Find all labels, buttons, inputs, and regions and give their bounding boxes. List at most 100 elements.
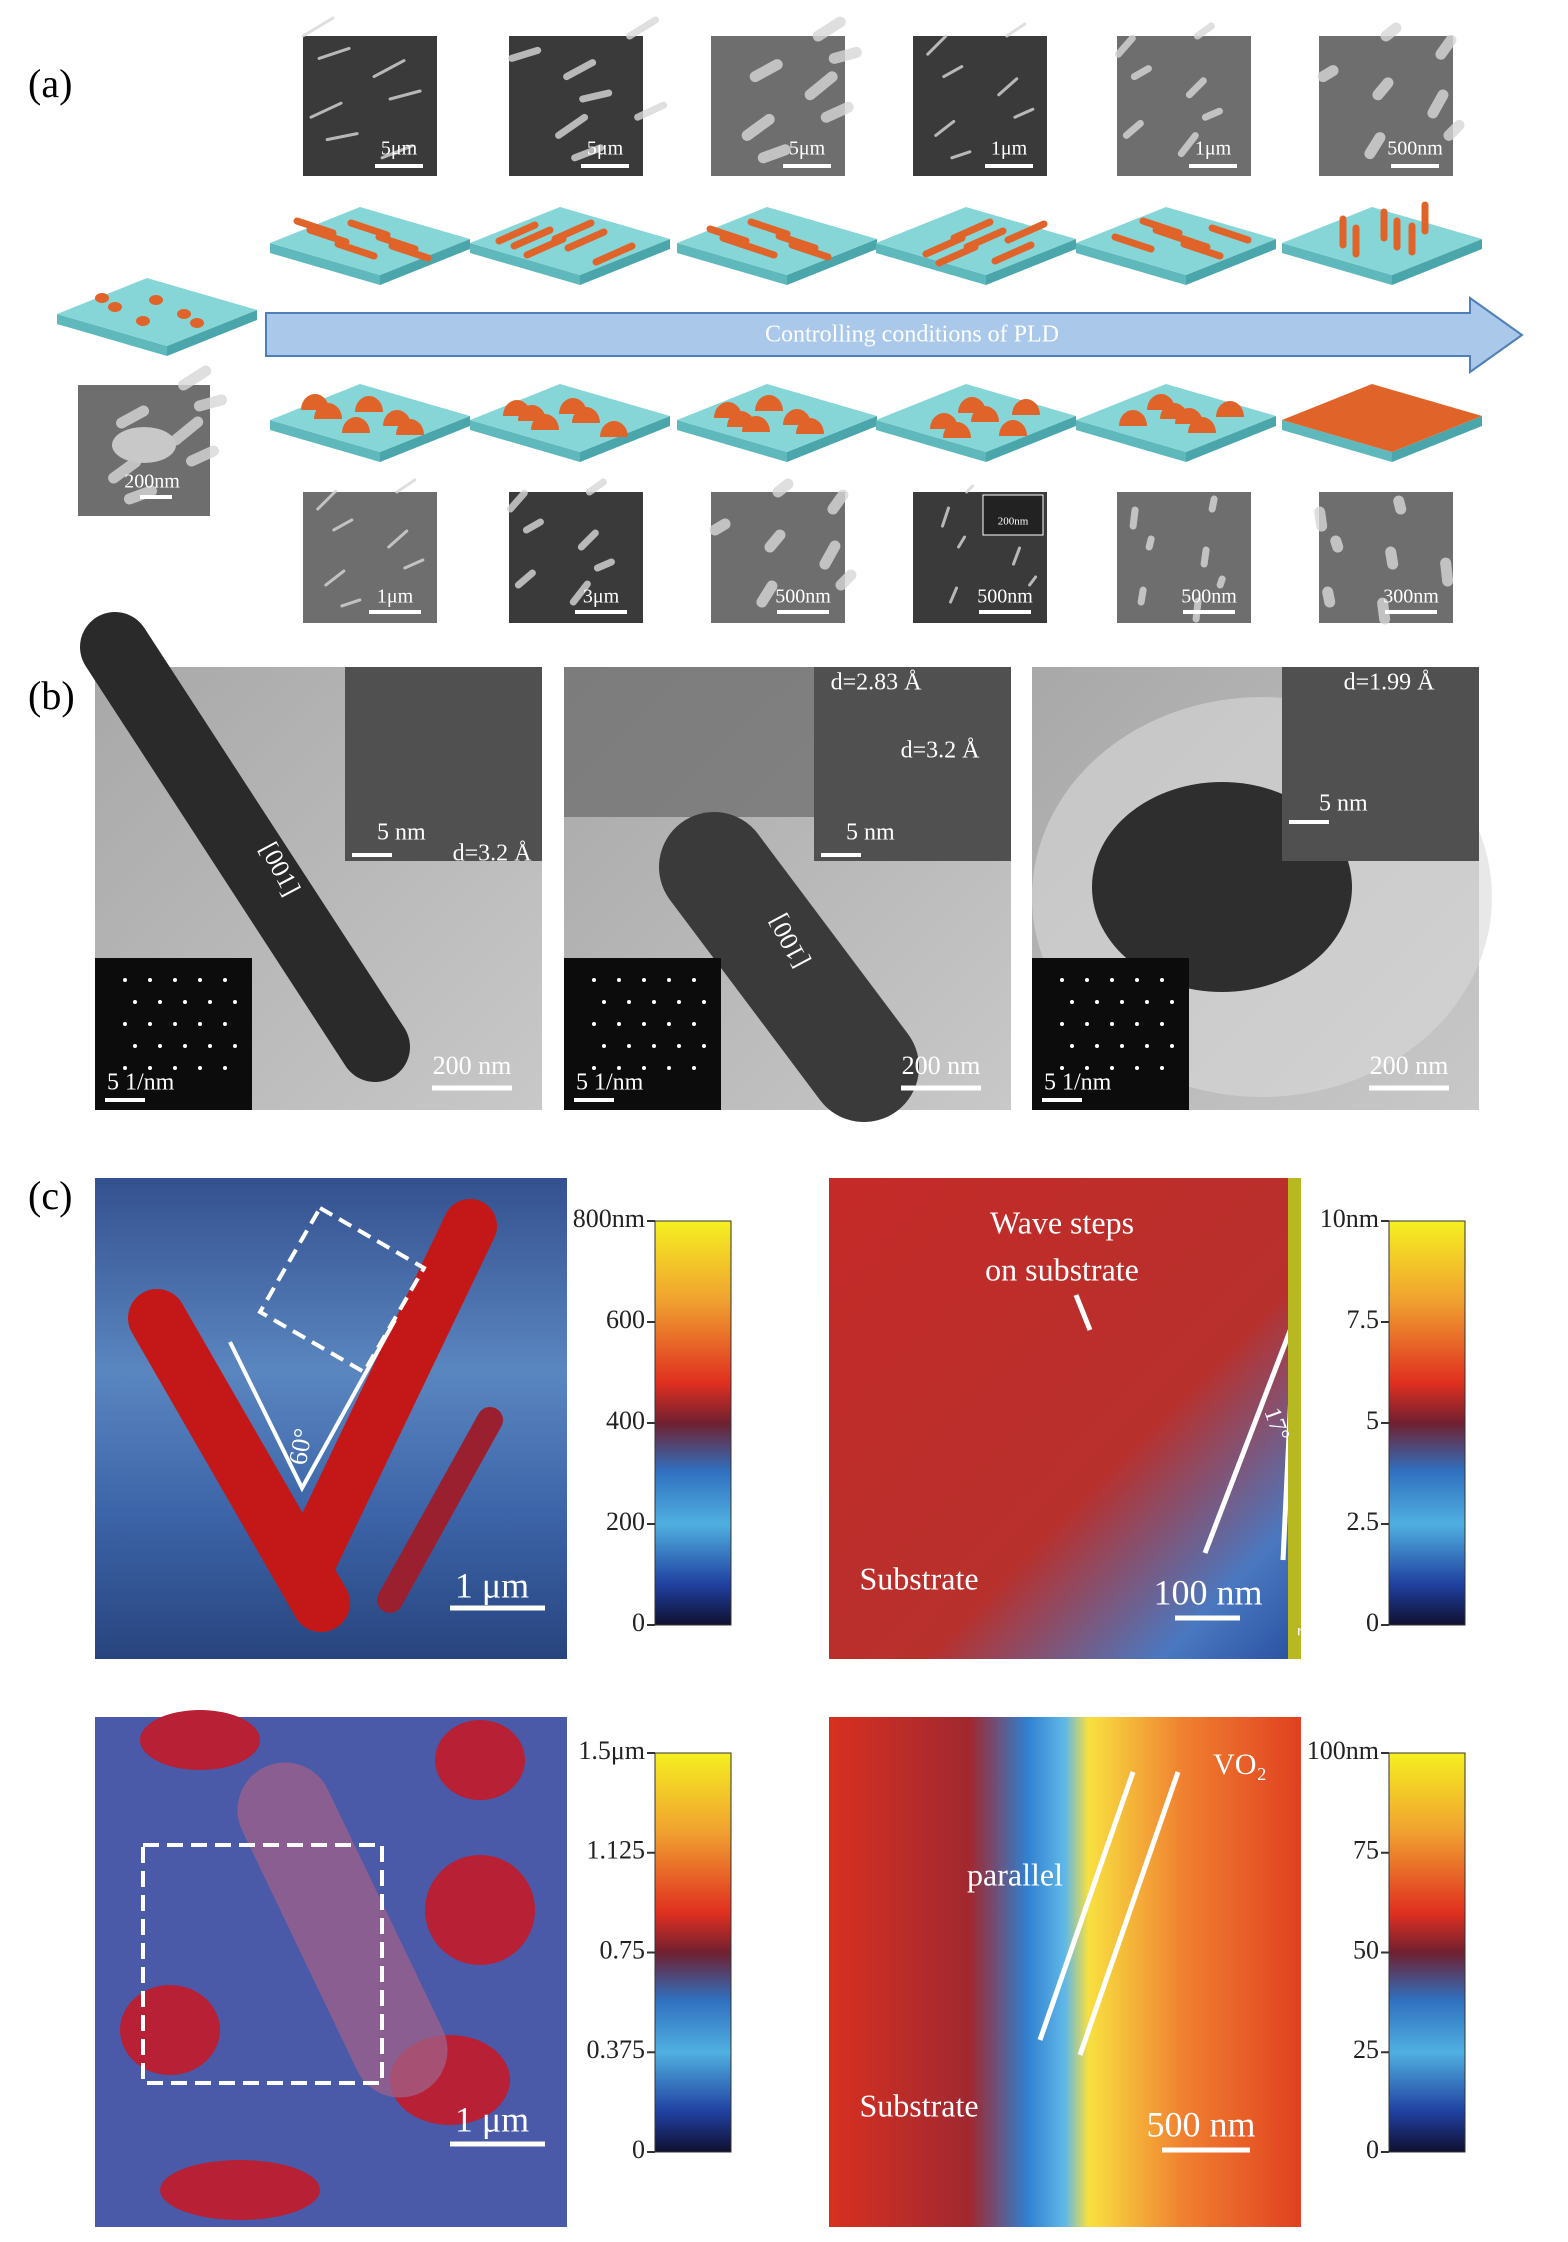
- sem-feature: [1013, 107, 1035, 119]
- nanodome: [796, 418, 824, 434]
- sem-feature: [950, 150, 972, 160]
- substrate-side: [787, 239, 877, 285]
- arrow: [265, 296, 1524, 374]
- nanodome: [600, 421, 628, 437]
- angle-lines: [228, 1319, 397, 1493]
- diffraction-spot: [667, 1022, 671, 1026]
- label: 200 nm: [433, 1051, 512, 1080]
- nanorod: [377, 1407, 503, 1613]
- nanodome: [1216, 401, 1244, 417]
- substrate: [470, 207, 670, 275]
- label: Controlling conditions of PLD: [765, 322, 1059, 348]
- diffraction-spot: [223, 978, 227, 982]
- colorbar: [1388, 1752, 1466, 2153]
- diffraction-spot: [1085, 978, 1089, 982]
- diffraction-spot: [652, 1000, 656, 1004]
- diffraction-spot: [1170, 1000, 1174, 1004]
- diffraction-spot: [692, 1022, 696, 1026]
- particle: [190, 318, 204, 328]
- label: 100 nm: [1153, 1572, 1262, 1612]
- label: 1μm: [377, 586, 414, 608]
- diffraction-spot: [1085, 1022, 1089, 1026]
- label: 0: [632, 1608, 645, 1637]
- sem-feature: [772, 478, 794, 498]
- sem-feature: [1129, 506, 1139, 530]
- diffraction-spot: [592, 978, 596, 982]
- sem-feature: [1012, 546, 1021, 566]
- diffraction-spot: [1120, 1044, 1124, 1048]
- island: [435, 1720, 525, 1800]
- sem-feature: [1185, 77, 1207, 99]
- nanorod: [495, 221, 539, 245]
- sem-feature: [1440, 557, 1454, 587]
- substrate: [677, 384, 877, 452]
- sem-feature: [1208, 495, 1218, 513]
- diffraction-spot: [1110, 978, 1114, 982]
- sem-feature: [372, 59, 406, 79]
- diffraction-spot: [173, 1066, 177, 1070]
- sem-feature: [1314, 506, 1328, 532]
- label: 600: [606, 1305, 645, 1334]
- sem-feature: [1130, 65, 1152, 81]
- sem-feature: [1385, 546, 1399, 570]
- sem-feature: [756, 580, 778, 608]
- diffraction-spot: [208, 1044, 212, 1048]
- diffraction-spot: [642, 978, 646, 982]
- diffraction-spot: [148, 978, 152, 982]
- sem-feature: [819, 540, 841, 570]
- colorbar: [654, 1220, 732, 1626]
- nanodome: [943, 422, 971, 438]
- diffraction-spot: [667, 1066, 671, 1070]
- label: 5 nm: [377, 820, 426, 846]
- nanodome: [755, 395, 783, 411]
- label: d=3.2 Å: [453, 841, 533, 867]
- sem-feature: [1193, 22, 1215, 40]
- nanodome: [1160, 403, 1188, 419]
- diffraction-spot: [692, 978, 696, 982]
- sem-feature: [634, 101, 668, 121]
- nanorod: [279, 1199, 497, 1595]
- sem-feature: [828, 46, 862, 64]
- sem-feature: [1177, 132, 1199, 158]
- nanorod: [1111, 233, 1155, 253]
- sem-feature: [571, 144, 605, 162]
- nanorod: [1152, 226, 1196, 246]
- saed-inset: [564, 958, 721, 1110]
- colorbar: [1388, 1220, 1466, 1626]
- label: 200nm: [124, 471, 180, 493]
- sem-feature: [741, 113, 775, 141]
- sem-feature: [1443, 119, 1465, 141]
- diffraction-spot: [198, 1066, 202, 1070]
- label: d=2.83 Å: [831, 670, 923, 696]
- diffraction-spot: [208, 1000, 212, 1004]
- diffraction-spot: [1095, 1000, 1099, 1004]
- label: 400: [606, 1406, 645, 1435]
- nanorod: [237, 1762, 448, 2098]
- saed-inset: [95, 958, 252, 1110]
- sem-feature: [585, 478, 607, 496]
- diffraction-spot: [173, 978, 177, 982]
- sem-feature: [1005, 22, 1027, 38]
- diffraction-spot: [133, 1000, 137, 1004]
- label: 5μm: [381, 138, 418, 160]
- diffraction-spot: [627, 1044, 631, 1048]
- sem-feature: [1330, 535, 1344, 553]
- label: on substrate: [985, 1251, 1139, 1287]
- vo2-edge: [1288, 1178, 1301, 1659]
- label: Substrate: [859, 2087, 978, 2123]
- hrtem-inset: [1282, 667, 1479, 861]
- sem-feature: [579, 89, 613, 103]
- diffraction-spot: [642, 1022, 646, 1026]
- sem-feature: [123, 485, 157, 505]
- diffraction-spot: [1070, 1000, 1074, 1004]
- substrate-side: [580, 239, 670, 285]
- hrtem-inset: [345, 667, 542, 861]
- nanorod: [523, 235, 567, 259]
- nanodome: [1012, 399, 1040, 415]
- diffraction-spot: [617, 978, 621, 982]
- diffraction-spot: [592, 1022, 596, 1026]
- diffraction-spot: [667, 978, 671, 982]
- substrate: [1282, 207, 1482, 275]
- label: 5μm: [587, 138, 624, 160]
- diffraction-spot: [1160, 978, 1164, 982]
